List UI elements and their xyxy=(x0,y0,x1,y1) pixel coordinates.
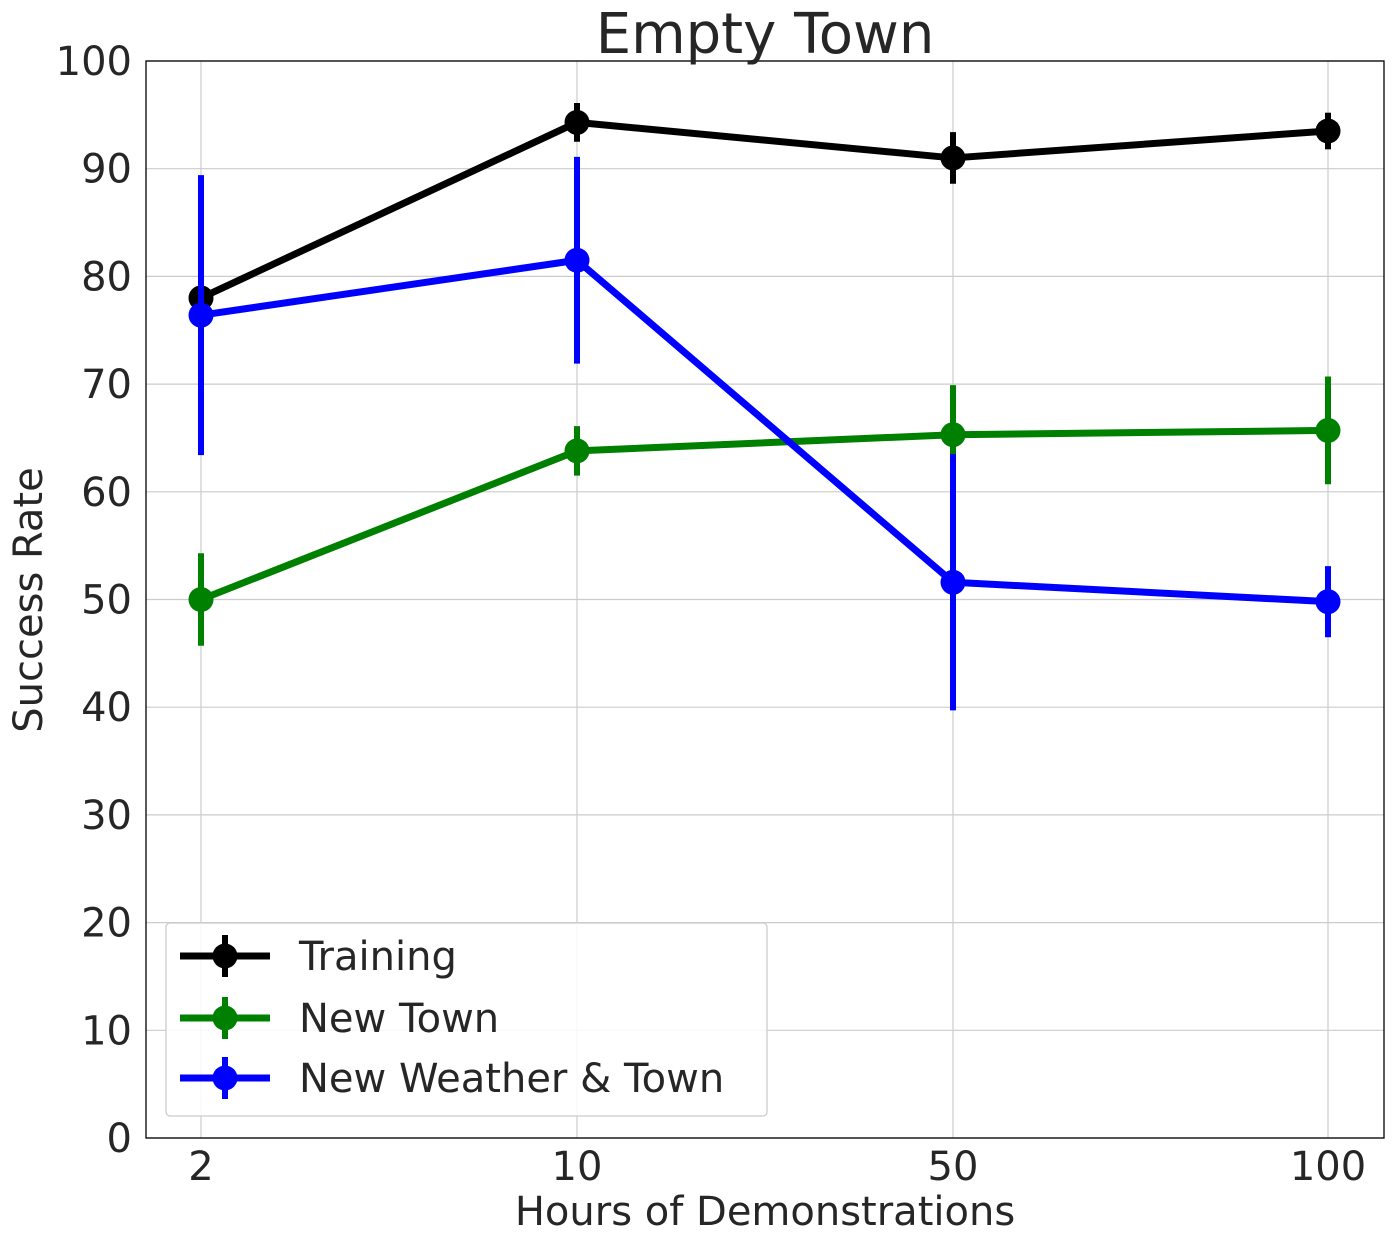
y-tick-label: 40 xyxy=(81,685,132,731)
legend-frame xyxy=(165,922,768,1117)
y-tick-label: 0 xyxy=(107,1116,132,1162)
x-tick-label: 2 xyxy=(188,1144,213,1190)
series-layer xyxy=(188,103,1341,711)
data-point xyxy=(1315,417,1341,443)
x-axis-label: Hours of Demonstrations xyxy=(515,1189,1015,1235)
data-point xyxy=(188,587,214,612)
y-tick-label: 80 xyxy=(81,254,132,300)
legend: Training New Town New Weather & Town xyxy=(165,922,768,1117)
legend-label: New Town xyxy=(299,996,499,1042)
y-tick-label: 10 xyxy=(81,1008,132,1054)
series-line xyxy=(197,256,1332,606)
y-tick-label: 50 xyxy=(81,578,132,624)
legend-marker xyxy=(212,1005,238,1031)
y-tick-label: 30 xyxy=(81,793,132,839)
plot-frame xyxy=(145,60,1385,1139)
y-tick-label: 90 xyxy=(81,147,132,193)
legend-entry: New Weather & Town xyxy=(180,1056,724,1102)
x-tick-label: 10 xyxy=(552,1144,603,1190)
series-new-weather-town xyxy=(188,156,1341,711)
data-point xyxy=(188,302,214,328)
y-tick-label: 20 xyxy=(81,901,132,947)
legend-entry: Training xyxy=(180,934,457,980)
x-tick-label: 100 xyxy=(1290,1144,1366,1190)
legend-label: New Weather & Town xyxy=(299,1056,724,1102)
legend-marker xyxy=(212,1065,238,1091)
data-point xyxy=(564,247,590,273)
legend-entry: New Town xyxy=(180,996,499,1042)
y-tick-label: 100 xyxy=(56,39,132,85)
chart-title: Empty Town xyxy=(596,2,935,67)
data-point xyxy=(940,145,966,171)
data-point xyxy=(564,438,590,464)
y-axis-label: Success Rate xyxy=(6,467,52,732)
legend-marker xyxy=(212,943,238,969)
legend-label: Training xyxy=(298,934,457,980)
series-line xyxy=(197,118,1332,302)
series-line xyxy=(197,426,1332,603)
data-point xyxy=(940,422,966,448)
data-point xyxy=(1315,118,1341,144)
x-tick-label: 50 xyxy=(928,1144,979,1190)
series-new-town xyxy=(188,376,1341,646)
y-tick-label: 70 xyxy=(81,362,132,408)
tick-labels: 0 10 20 30 40 50 60 70 80 90 100 2 10 50 100 xyxy=(56,39,1367,1190)
data-point xyxy=(1315,589,1341,615)
y-tick-label: 60 xyxy=(81,470,132,516)
data-point xyxy=(940,569,966,595)
data-point xyxy=(564,109,590,135)
